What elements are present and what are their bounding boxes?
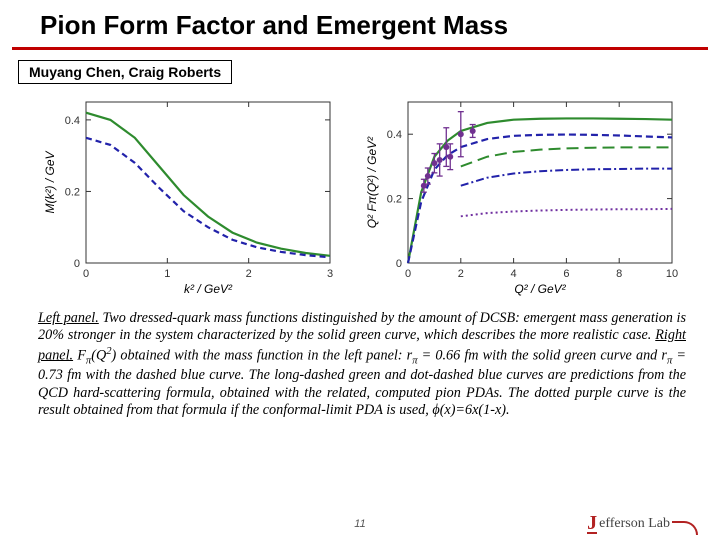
svg-text:3: 3	[327, 268, 333, 280]
mass-function-plot: 0 1 2 3 0 0.2 0.4 k² / GeV² M(k²) / GeV	[40, 92, 340, 297]
svg-text:6: 6	[563, 268, 569, 280]
caption-left-text: Two dressed-quark mass functions disting…	[38, 310, 686, 343]
svg-text:10: 10	[666, 268, 678, 280]
svg-text:0: 0	[396, 258, 402, 270]
title-underline	[12, 47, 708, 50]
svg-text:2: 2	[246, 268, 252, 280]
svg-text:0: 0	[405, 268, 411, 280]
page-number: 11	[354, 518, 365, 530]
caption-left-label: Left panel.	[38, 310, 99, 326]
form-factor-plot: 0 2 4 6 8 10 0 0.2 0.4 Q² / GeV² Q² Fπ(Q²) / GeV²	[362, 92, 682, 297]
logo-text: efferson Lab	[599, 516, 670, 532]
svg-text:1: 1	[164, 268, 170, 280]
svg-text:Q² Fπ(Q²) / GeV²: Q² Fπ(Q²) / GeV²	[365, 136, 379, 228]
caption-t-d: = 0.66 fm with the solid green curve and…	[418, 347, 667, 363]
logo-swoosh-icon	[672, 521, 698, 535]
svg-text:8: 8	[616, 268, 622, 280]
svg-text:0: 0	[83, 268, 89, 280]
page-title: Pion Form Factor and Emergent Mass	[40, 10, 700, 41]
caption-t-c: ) obtained with the mass function in the…	[112, 347, 413, 363]
svg-text:2: 2	[458, 268, 464, 280]
svg-text:k² / GeV²: k² / GeV²	[184, 282, 233, 296]
authors-box: Muyang Chen, Craig Roberts	[18, 60, 232, 84]
svg-text:M(k²) / GeV: M(k²) / GeV	[43, 151, 57, 214]
left-panel-chart: 0 1 2 3 0 0.2 0.4 k² / GeV² M(k²) / GeV	[38, 90, 342, 300]
caption-t-a: F	[73, 347, 86, 363]
svg-text:0.4: 0.4	[387, 129, 402, 141]
figure-caption: Left panel. Two dressed-quark mass funct…	[0, 300, 720, 419]
right-panel-chart: 0 2 4 6 8 10 0 0.2 0.4 Q² / GeV² Q² Fπ(Q²) / GeV²	[360, 90, 684, 300]
caption-t-b: (Q	[91, 347, 106, 363]
svg-text:0.4: 0.4	[65, 115, 80, 127]
jefferson-lab-logo: Jefferson Lab	[587, 514, 698, 534]
svg-text:0: 0	[74, 258, 80, 270]
svg-text:Q² / GeV²: Q² / GeV²	[514, 282, 566, 296]
logo-initial: J	[587, 514, 597, 534]
svg-text:0.2: 0.2	[387, 194, 402, 206]
svg-text:0.2: 0.2	[65, 186, 80, 198]
svg-text:4: 4	[511, 268, 517, 280]
